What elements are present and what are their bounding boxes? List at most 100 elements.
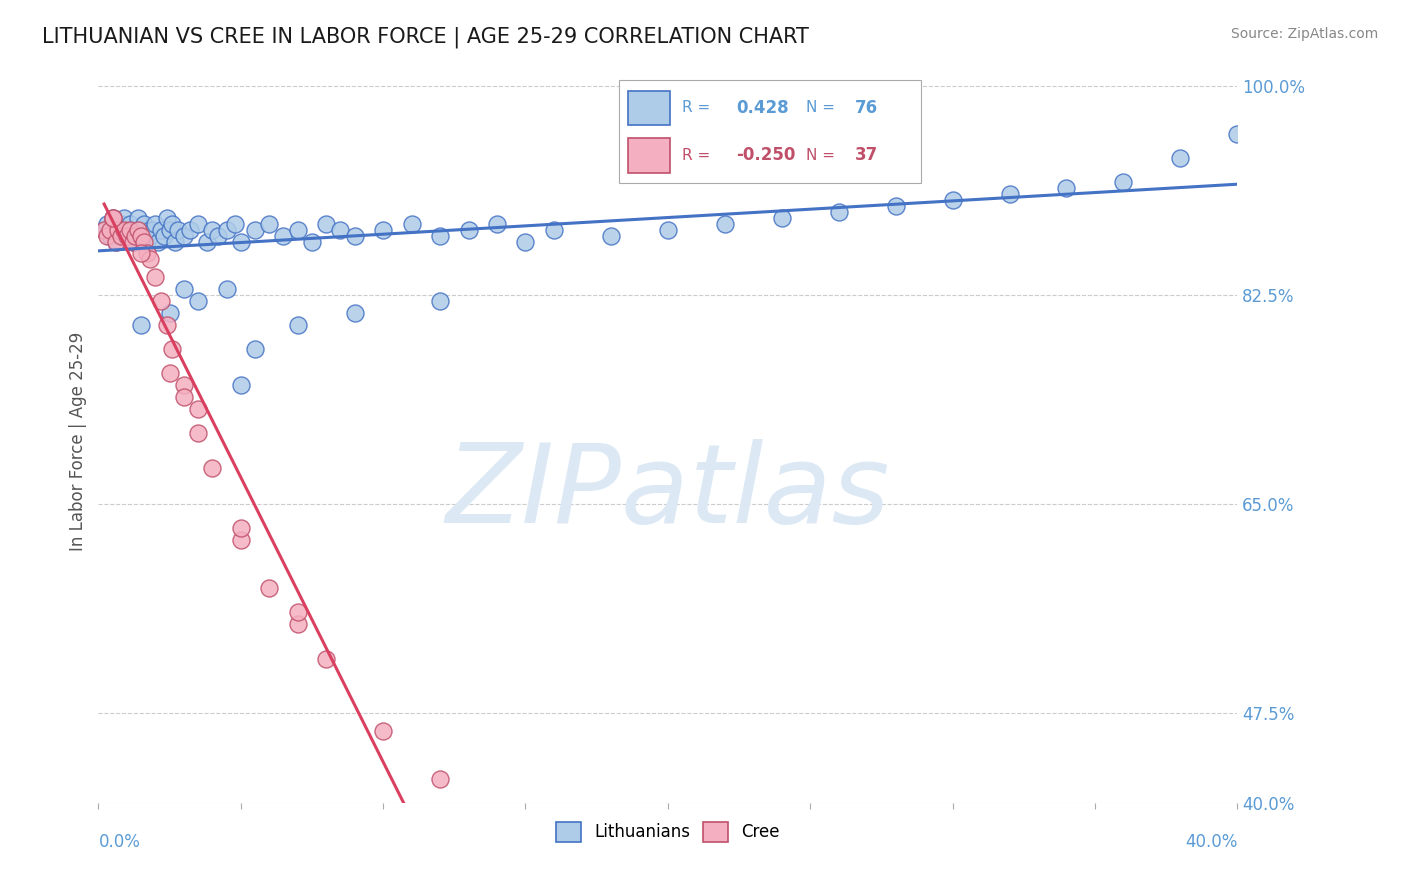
Text: 37: 37 xyxy=(855,146,877,164)
Point xyxy=(229,533,252,547)
Point xyxy=(229,521,252,535)
Point xyxy=(243,222,266,236)
Point xyxy=(145,270,167,285)
Point xyxy=(229,235,252,249)
Point xyxy=(243,342,266,356)
Point xyxy=(373,724,395,739)
Point xyxy=(121,222,143,236)
Point xyxy=(187,294,209,309)
Point xyxy=(93,222,115,236)
Point xyxy=(135,246,157,260)
Point xyxy=(129,318,152,332)
Point xyxy=(101,211,124,225)
Point xyxy=(343,228,366,243)
Point xyxy=(173,228,195,243)
Point xyxy=(998,186,1021,201)
Point xyxy=(124,228,146,243)
Bar xyxy=(627,91,671,126)
Point xyxy=(343,306,366,320)
Text: N =: N = xyxy=(806,101,835,115)
Point xyxy=(124,228,146,243)
Point xyxy=(657,222,679,236)
Point xyxy=(429,294,451,309)
Point xyxy=(714,217,737,231)
Text: R =: R = xyxy=(682,101,710,115)
Point xyxy=(150,222,173,236)
Point xyxy=(159,222,181,236)
Text: 0.428: 0.428 xyxy=(737,99,789,117)
Point xyxy=(429,228,451,243)
Point xyxy=(104,235,127,249)
Point xyxy=(107,222,129,236)
Text: R =: R = xyxy=(682,148,710,162)
Point xyxy=(224,217,246,231)
Point xyxy=(1226,127,1249,141)
Point xyxy=(138,252,160,267)
Text: 0.0%: 0.0% xyxy=(98,833,141,851)
Point xyxy=(162,217,184,231)
Point xyxy=(162,342,184,356)
Y-axis label: In Labor Force | Age 25-29: In Labor Force | Age 25-29 xyxy=(69,332,87,551)
Point xyxy=(173,390,195,404)
Point xyxy=(429,772,451,786)
Point xyxy=(129,246,152,260)
Point xyxy=(101,211,124,225)
Point xyxy=(141,222,163,236)
Point xyxy=(153,228,176,243)
Point xyxy=(118,222,141,236)
Point xyxy=(179,222,201,236)
Point xyxy=(1170,151,1192,165)
Point xyxy=(315,652,337,666)
Point xyxy=(159,306,181,320)
Text: LITHUANIAN VS CREE IN LABOR FORCE | AGE 25-29 CORRELATION CHART: LITHUANIAN VS CREE IN LABOR FORCE | AGE … xyxy=(42,27,808,48)
Point xyxy=(96,228,118,243)
Point xyxy=(884,199,907,213)
Point xyxy=(215,282,238,296)
Point xyxy=(942,193,965,207)
Point xyxy=(98,222,121,236)
Text: ZIPatlas: ZIPatlas xyxy=(446,439,890,546)
Text: N =: N = xyxy=(806,148,835,162)
Point xyxy=(129,222,152,236)
Point xyxy=(259,581,281,595)
Point xyxy=(259,217,281,231)
Point xyxy=(201,461,224,475)
Point xyxy=(1112,175,1135,189)
Point xyxy=(287,318,309,332)
Point xyxy=(457,222,479,236)
Point xyxy=(373,222,395,236)
Point xyxy=(215,222,238,236)
Point xyxy=(115,228,138,243)
Point xyxy=(187,217,209,231)
Point xyxy=(118,217,141,231)
Text: -0.250: -0.250 xyxy=(737,146,796,164)
Point xyxy=(156,211,179,225)
Text: Source: ZipAtlas.com: Source: ZipAtlas.com xyxy=(1230,27,1378,41)
Point xyxy=(132,235,155,249)
Point xyxy=(173,282,195,296)
Point xyxy=(401,217,423,231)
Point xyxy=(156,318,179,332)
Point xyxy=(135,235,157,249)
Point xyxy=(165,235,187,249)
Point xyxy=(110,228,132,243)
Point xyxy=(543,222,565,236)
Point xyxy=(159,366,181,380)
Point xyxy=(287,222,309,236)
Bar xyxy=(627,137,671,173)
Point xyxy=(107,222,129,236)
Point xyxy=(1056,180,1078,194)
Point xyxy=(287,616,309,631)
Point xyxy=(173,377,195,392)
Point xyxy=(132,217,155,231)
Point xyxy=(112,222,135,236)
Point xyxy=(167,222,190,236)
Point xyxy=(770,211,793,225)
Text: 40.0%: 40.0% xyxy=(1185,833,1237,851)
Point xyxy=(187,425,209,440)
Point xyxy=(229,377,252,392)
Point xyxy=(145,217,167,231)
Point xyxy=(115,228,138,243)
Point xyxy=(138,228,160,243)
Point xyxy=(150,294,173,309)
